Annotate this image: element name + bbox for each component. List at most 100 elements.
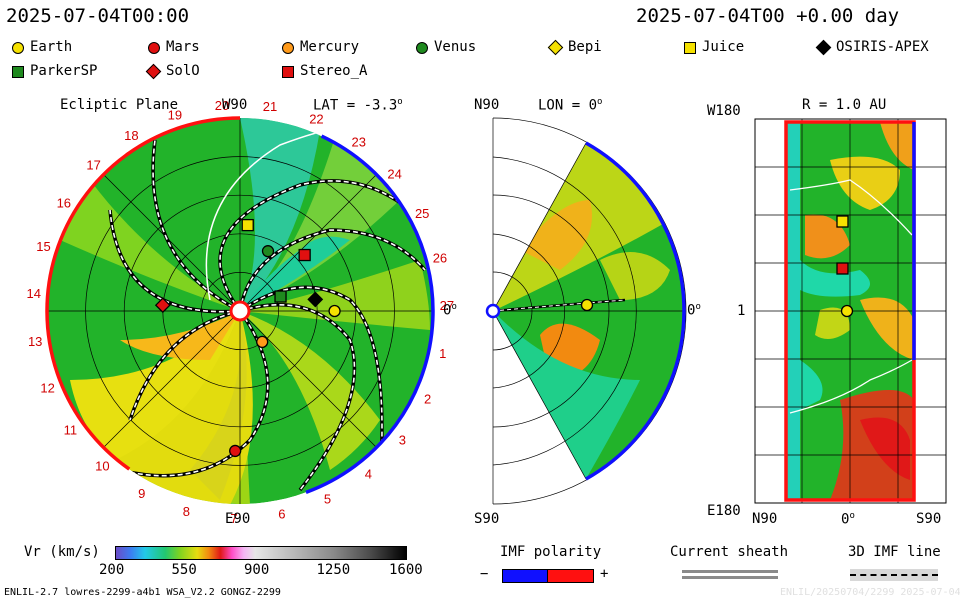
carrington-label-12: 12 — [40, 380, 54, 395]
legend-label-osiris-apex: OSIRIS-APEX — [836, 39, 929, 55]
ecliptic-marker-solo — [154, 297, 171, 314]
legend-marker-parkersp — [12, 66, 24, 78]
carrington-label-18: 18 — [124, 128, 138, 143]
left-timestamp: 2025-07-04T00:00 — [6, 5, 190, 27]
carrington-label-21: 21 — [263, 99, 277, 114]
colorbar-title: Vr (km/s) — [24, 544, 100, 560]
map-x-label-0: 0o — [841, 511, 855, 528]
imf-polarity-title: IMF polarity — [500, 544, 602, 560]
carrington-label-6: 6 — [278, 507, 285, 522]
ecliptic-lat-label: LAT = -3.3o — [313, 97, 403, 114]
legend-label-mars: Mars — [166, 39, 200, 55]
map-current-sheath-2 — [789, 359, 913, 414]
carrington-label-10: 10 — [95, 459, 109, 474]
ecliptic-marker-osiris-apex — [307, 291, 324, 308]
ecliptic-marker-juice — [241, 218, 254, 232]
carrington-label-15: 15 — [36, 239, 50, 254]
sun-marker — [229, 300, 251, 322]
ecliptic-marker-earth — [328, 304, 341, 318]
legend-label-parkersp: ParkerSP — [30, 63, 98, 79]
ecliptic-right-label: 0o — [443, 302, 457, 319]
imf3d-title: 3D IMF line — [848, 544, 941, 560]
carrington-label-3: 3 — [399, 432, 406, 447]
meridional-top-label: N90 — [474, 97, 500, 113]
footer-right: ENLIL/20250704/2299 2025-07-04 — [780, 587, 960, 598]
colorbar-tick-1600: 1600 — [389, 562, 423, 578]
legend-label-venus: Venus — [434, 39, 477, 55]
legend-label-stereo-a: Stereo_A — [300, 63, 368, 79]
legend-label-solo: SolO — [166, 63, 200, 79]
carrington-label-20: 20 — [215, 98, 229, 113]
map-title: R = 1.0 AU — [802, 97, 887, 113]
imf-plus-label: + — [600, 566, 609, 582]
carrington-label-11: 11 — [64, 423, 78, 438]
current-sheath-swatch-2 — [682, 576, 778, 579]
ecliptic-marker-venus — [261, 245, 275, 258]
ecliptic-marker-mercury — [256, 335, 269, 349]
imf-minus-label: − — [480, 566, 489, 582]
colorbar — [115, 546, 407, 560]
meridional-polarity-rim — [585, 141, 686, 481]
carrington-label-23: 23 — [351, 134, 365, 149]
meridional-lon-label: LON = 0o — [538, 97, 603, 114]
ecliptic-title: Ecliptic Plane — [60, 97, 179, 113]
carrington-label-5: 5 — [324, 492, 331, 507]
colorbar-tick-1250: 1250 — [316, 562, 351, 578]
carrington-label-26: 26 — [433, 250, 447, 265]
imf-positive-swatch — [547, 569, 594, 583]
carrington-label-16: 16 — [57, 195, 71, 210]
colorbar-tick-550: 550 — [171, 562, 197, 578]
carrington-label-2: 2 — [424, 391, 431, 406]
carrington-label-17: 17 — [86, 158, 100, 173]
colorbar-tick-900: 900 — [244, 562, 270, 578]
map-x-label-n90: N90 — [752, 511, 778, 527]
meridional-sun-marker — [485, 303, 501, 319]
ecliptic-marker-mars — [229, 444, 242, 458]
polarity-rim-positive — [45, 116, 241, 471]
polarity-rim-negative — [305, 134, 435, 495]
current-sheath-title: Current sheath — [670, 544, 789, 560]
ecliptic-top-label: W90 — [222, 97, 248, 113]
ecliptic-marker-parkersp — [274, 290, 287, 303]
carrington-label-22: 22 — [309, 112, 323, 127]
ecliptic-bottom-label: E90 — [225, 511, 251, 527]
legend-marker-earth — [12, 42, 24, 54]
carrington-label-13: 13 — [28, 334, 42, 349]
map-stereo-a-marker — [836, 262, 849, 275]
carrington-label-9: 9 — [138, 486, 145, 501]
carrington-label-25: 25 — [415, 206, 429, 221]
colorbar-tick-200: 200 — [99, 562, 125, 578]
carrington-label-8: 8 — [183, 504, 190, 519]
map-current-sheath-1 — [789, 179, 913, 236]
map-earth-marker — [840, 304, 854, 318]
meridional-right-label: 0o — [687, 302, 701, 319]
meridional-earth-marker — [580, 298, 594, 312]
map-x-label-s90: S90 — [916, 511, 942, 527]
ecliptic-marker-stereo-a — [298, 248, 311, 262]
map-top-left-label: W180 — [707, 103, 741, 119]
carrington-label-24: 24 — [387, 166, 401, 181]
imf-negative-swatch — [502, 569, 549, 583]
carrington-label-1: 1 — [439, 346, 446, 361]
legend-marker-mars — [148, 42, 160, 54]
imf3d-swatch — [850, 569, 938, 581]
footer-left: ENLIL-2.7 lowres-2299-a4b1 WSA_V2.2 GONG… — [4, 587, 281, 598]
carrington-label-4: 4 — [365, 466, 372, 481]
legend-label-mercury: Mercury — [300, 39, 360, 55]
map-bottom-left-label: E180 — [707, 503, 741, 519]
legend-marker-stereo-a — [282, 66, 294, 78]
legend-marker-mercury — [282, 42, 294, 54]
legend-marker-venus — [416, 42, 428, 54]
carrington-label-27: 27 — [440, 298, 454, 313]
legend-marker-juice — [684, 42, 696, 54]
carrington-label-7: 7 — [230, 511, 237, 526]
legend-label-bepi: Bepi — [568, 39, 602, 55]
meridional-bottom-label: S90 — [474, 511, 500, 527]
right-timestamp: 2025-07-04T00 +0.00 day — [636, 5, 900, 27]
current-sheath-swatch-1 — [682, 570, 778, 573]
carrington-label-14: 14 — [27, 286, 41, 301]
map-juice-marker — [836, 215, 849, 228]
